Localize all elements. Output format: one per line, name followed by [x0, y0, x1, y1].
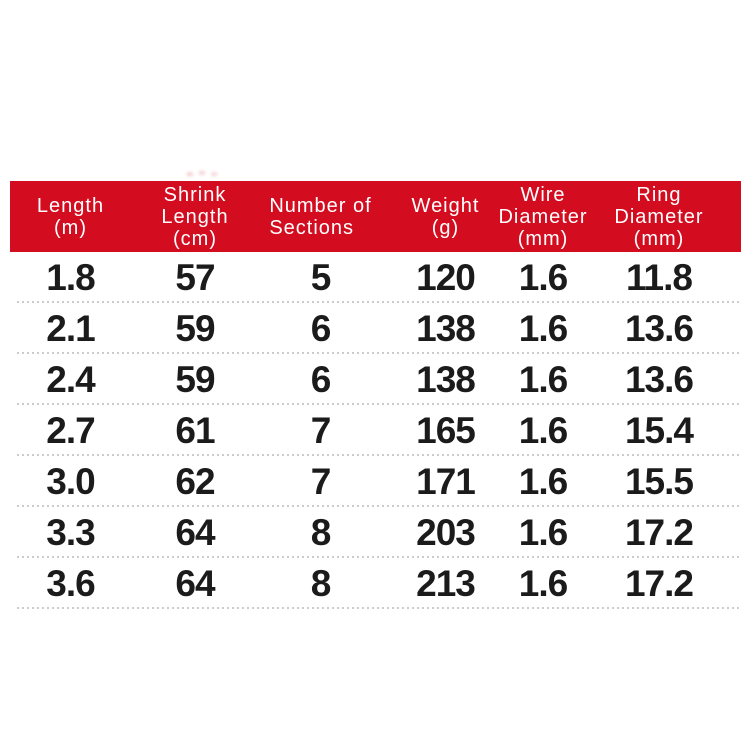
header-cell-length: Length (m) [10, 195, 131, 239]
cell-sections: 7 [310, 460, 332, 502]
table-row: 1.8 57 5 120 1.6 11.8 [10, 252, 741, 303]
cell-length: 3.3 [46, 511, 95, 553]
header-cell-wire-diameter: Wire Diameter (mm) [498, 184, 586, 250]
row-separator [17, 454, 741, 456]
cell-wire-diameter: 1.6 [518, 562, 568, 604]
cell-shrink-length: 59 [175, 358, 215, 400]
row-separator [17, 607, 741, 609]
cell-ring-diameter: 15.5 [624, 460, 694, 502]
row-separator [17, 352, 741, 354]
header-cell-number-of-sections: Number of Sections [259, 195, 382, 239]
cell-ring-diameter: 15.4 [624, 409, 694, 451]
cell-weight: 171 [416, 460, 476, 502]
table-body: 1.8 57 5 120 1.6 11.8 2.1 59 6 138 1.6 1… [10, 252, 741, 609]
header-cell-ring-diameter: Ring Diameter (mm) [577, 184, 741, 250]
header-label-ring-diameter: Ring Diameter (mm) [614, 183, 704, 250]
cell-sections: 8 [310, 562, 332, 604]
cell-sections: 5 [310, 256, 332, 298]
row-separator [17, 301, 741, 303]
header-label-shrink-length: Shrink Length (cm) [161, 183, 229, 250]
cell-ring-diameter: 17.2 [624, 562, 694, 604]
cell-weight: 138 [416, 358, 476, 400]
cell-wire-diameter: 1.6 [518, 358, 568, 400]
cell-shrink-length: 64 [175, 562, 215, 604]
header-label-length: Length (m) [36, 194, 105, 239]
table-header: Length (m) Shrink Length (cm) Number of … [10, 181, 741, 252]
cell-length: 3.0 [46, 460, 95, 502]
row-separator [17, 403, 741, 405]
cell-length: 2.1 [46, 307, 95, 349]
header-cell-shrink-length: Shrink Length (cm) [131, 184, 259, 250]
cell-sections: 7 [310, 409, 332, 451]
header-cell-weight: Weight (g) [382, 195, 509, 239]
cell-ring-diameter: 11.8 [626, 256, 693, 298]
cell-length: 3.6 [46, 562, 95, 604]
table-row: 2.1 59 6 138 1.6 13.6 [10, 303, 741, 354]
cell-sections: 6 [310, 358, 332, 400]
cell-length: 2.7 [46, 409, 95, 451]
cell-length: 1.8 [46, 256, 95, 298]
table-row: 2.7 61 7 165 1.6 15.4 [10, 405, 741, 456]
cell-weight: 165 [416, 409, 476, 451]
cell-wire-diameter: 1.6 [518, 307, 568, 349]
header-label-wire-diameter: Wire Diameter (mm) [498, 183, 588, 250]
table-row: 3.0 62 7 171 1.6 15.5 [10, 456, 741, 507]
cell-length: 2.4 [46, 358, 95, 400]
cell-shrink-length: 64 [175, 511, 215, 553]
cell-wire-diameter: 1.6 [518, 409, 568, 451]
cell-weight: 138 [416, 307, 476, 349]
cell-wire-diameter: 1.6 [518, 460, 568, 502]
cell-weight: 120 [416, 256, 476, 298]
cell-ring-diameter: 17.2 [624, 511, 694, 553]
spec-table: Length (m) Shrink Length (cm) Number of … [10, 181, 741, 609]
row-separator [17, 505, 741, 507]
cell-sections: 6 [310, 307, 332, 349]
cell-shrink-length: 57 [175, 256, 215, 298]
table-row: 2.4 59 6 138 1.6 13.6 [10, 354, 741, 405]
cell-weight: 203 [416, 511, 476, 553]
cell-shrink-length: 61 [175, 409, 215, 451]
row-separator [17, 556, 741, 558]
cell-wire-diameter: 1.6 [518, 256, 568, 298]
cell-shrink-length: 62 [175, 460, 215, 502]
watermark-smudge [183, 167, 221, 180]
table-row: 3.6 64 8 213 1.6 17.2 [10, 558, 741, 609]
cell-ring-diameter: 13.6 [624, 307, 694, 349]
header-label-number-of-sections: Number of Sections [269, 194, 372, 239]
header-label-weight: Weight (g) [411, 194, 480, 239]
table-row: 3.3 64 8 203 1.6 17.2 [10, 507, 741, 558]
cell-weight: 213 [416, 562, 476, 604]
cell-sections: 8 [310, 511, 332, 553]
cell-shrink-length: 59 [175, 307, 215, 349]
cell-ring-diameter: 13.6 [624, 358, 694, 400]
cell-wire-diameter: 1.6 [518, 511, 568, 553]
